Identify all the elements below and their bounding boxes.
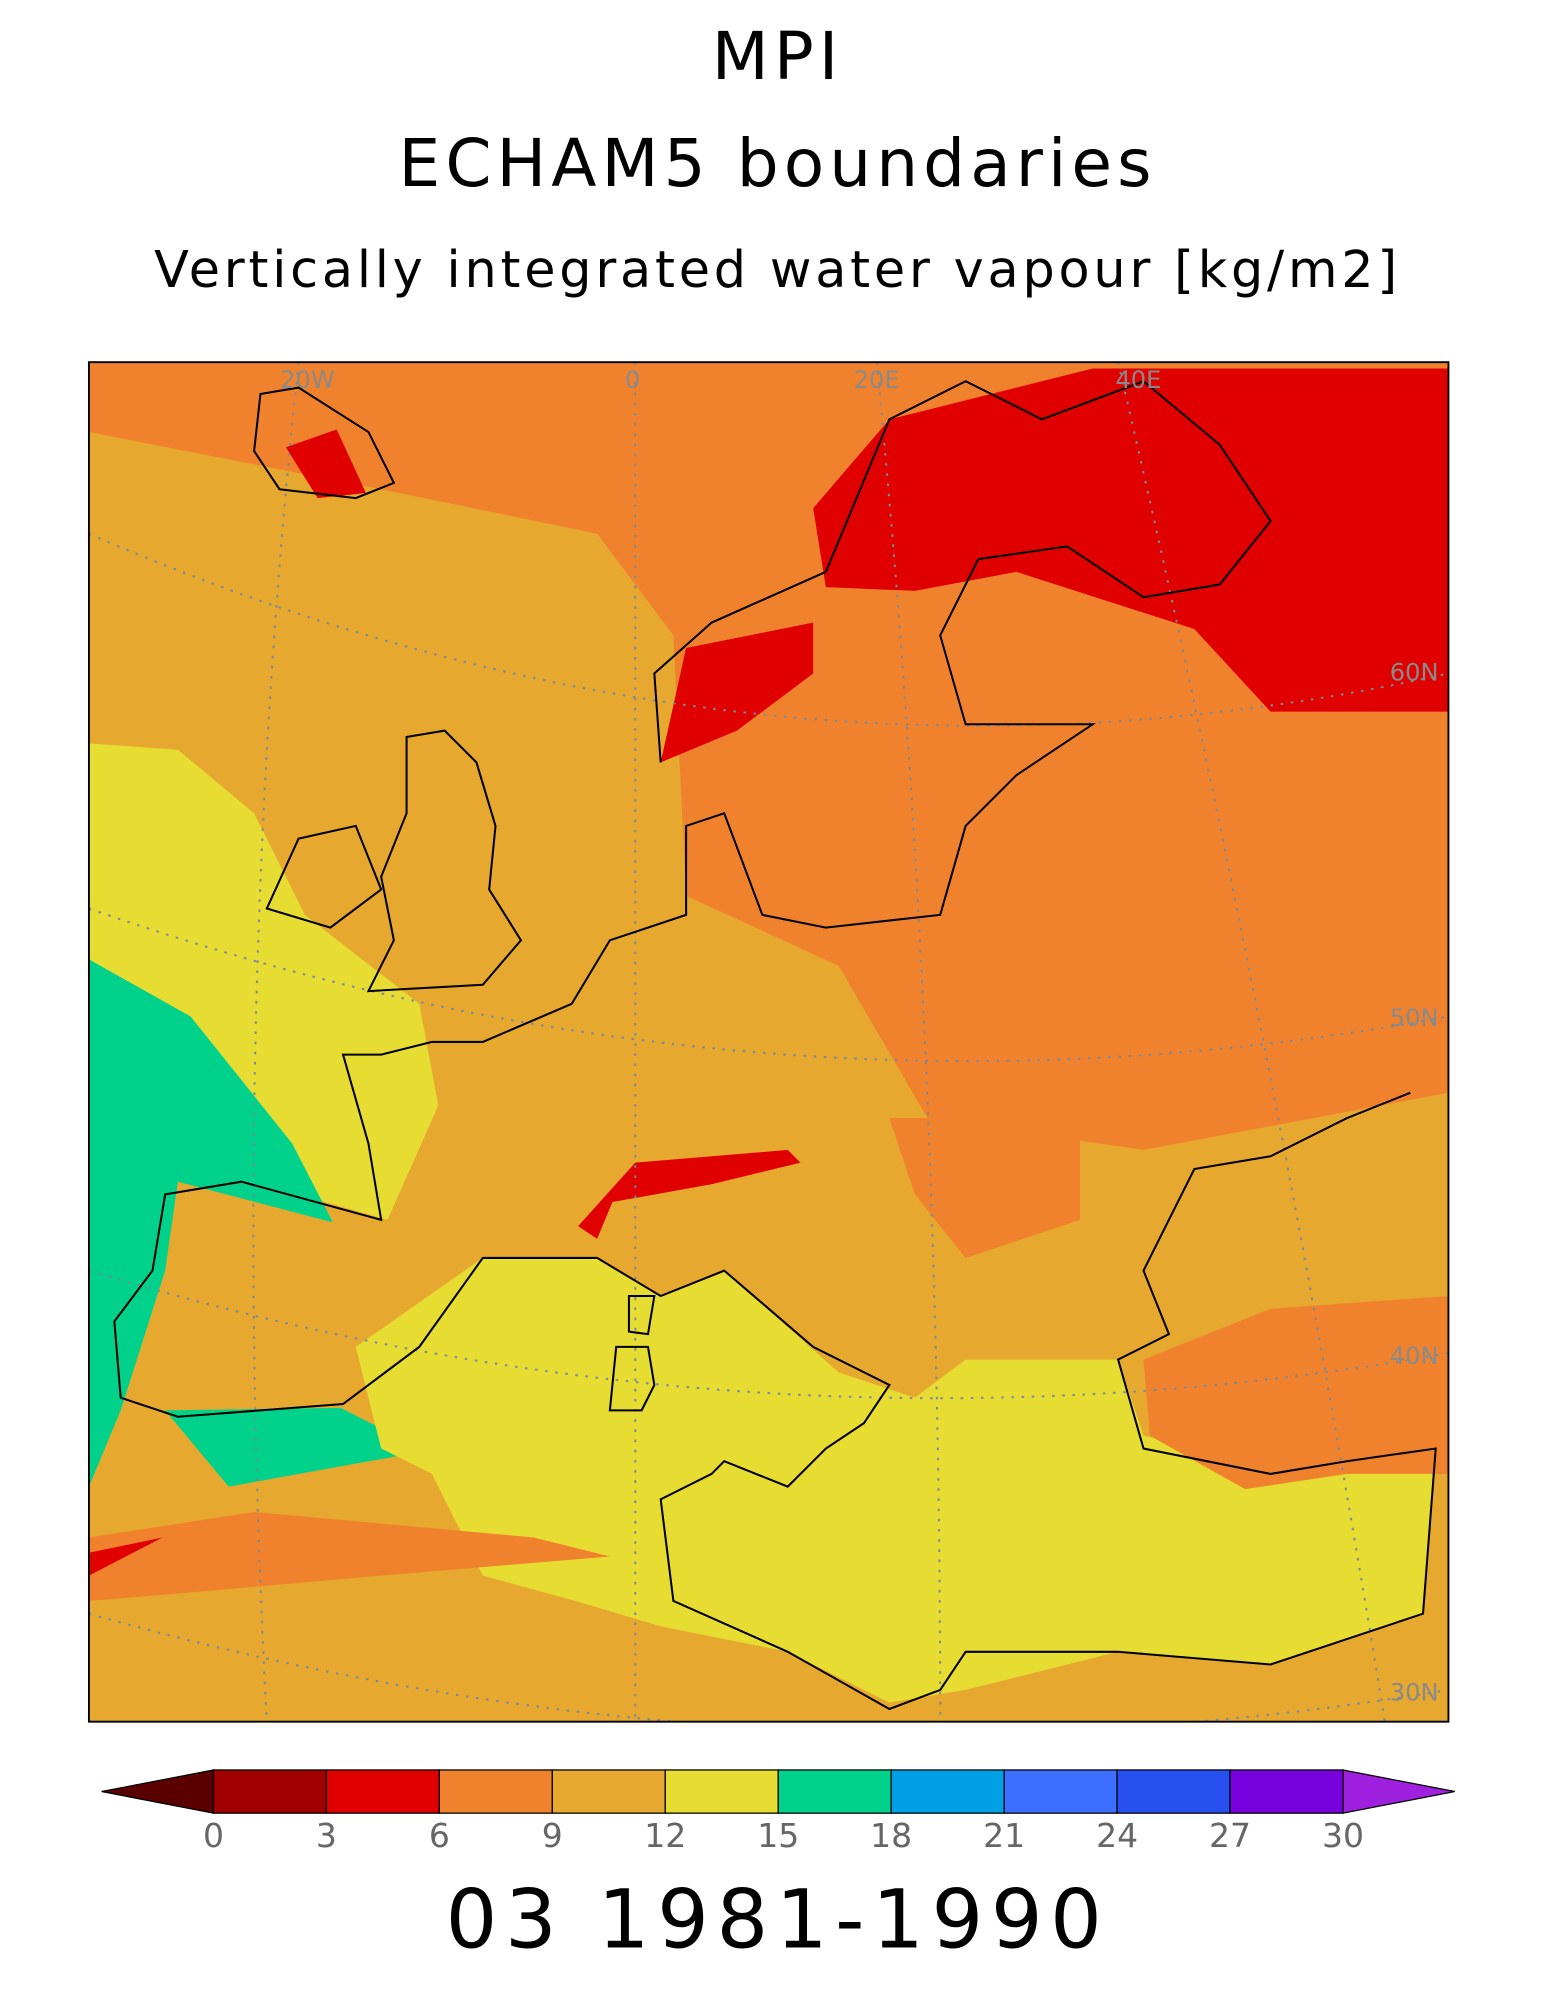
- colorbar-tick-label: 21: [983, 1816, 1025, 1855]
- grid-label: 0: [625, 366, 640, 394]
- colorbar-swatch: [212, 1769, 328, 1814]
- field-region: [88, 1512, 610, 1601]
- coastline: [113, 380, 1437, 1711]
- colorbar-swatch: [777, 1769, 892, 1814]
- colorbar-tick-label: 3: [316, 1816, 337, 1855]
- colorbar-tick-label: 9: [542, 1816, 563, 1855]
- field-region: [165, 1407, 426, 1487]
- colorbar-tick-label: 12: [644, 1816, 686, 1855]
- field-region: [578, 1149, 801, 1239]
- coastline: [253, 386, 396, 500]
- colorbar-swatch: [325, 1769, 440, 1814]
- grid-label: 30N: [1390, 1679, 1439, 1707]
- title: MPI: [712, 18, 844, 95]
- coastline: [265, 824, 383, 929]
- colorbar-swatch: [1229, 1769, 1344, 1814]
- colorbar-swatch: [438, 1769, 553, 1814]
- colorbar-swatch: [890, 1769, 1005, 1814]
- field-region: [88, 743, 439, 1220]
- colorbar-tick-label: 30: [1322, 1816, 1364, 1855]
- colorbar-extension-high: [1342, 1769, 1455, 1814]
- field-region: [660, 622, 814, 763]
- grid-label: 20W: [280, 366, 335, 394]
- grid-label: 40E: [1115, 366, 1161, 394]
- field-region: [88, 959, 333, 1487]
- colorbar-swatch: [664, 1769, 779, 1814]
- colorbar: 0 3 6 9 12 15 18 21 24 27 30: [101, 1769, 1455, 1855]
- field-region: [355, 1257, 1436, 1703]
- grid-label: 20E: [854, 366, 900, 394]
- coastline: [627, 1295, 656, 1336]
- colorbar-tick-label: 18: [870, 1816, 912, 1855]
- map-frame: [87, 361, 1450, 1723]
- colorbar-tick-label: 0: [203, 1816, 224, 1855]
- colorbar-tick-label: 27: [1209, 1816, 1251, 1855]
- colorbar-swatch: [1116, 1769, 1231, 1814]
- coastline: [608, 1345, 656, 1412]
- field-region: [813, 368, 1449, 712]
- grid-label: 60N: [1390, 658, 1439, 686]
- footer: 03 1981-1990: [446, 1873, 1110, 1967]
- grid-label: 50N: [1390, 1004, 1439, 1032]
- variable-label: Vertically integrated water vapour [kg/m…: [154, 240, 1401, 299]
- grid-label: 40N: [1390, 1342, 1439, 1370]
- field-region: [1143, 1296, 1449, 1490]
- parallel: [88, 532, 1449, 1722]
- colorbar-tick-label: 15: [757, 1816, 799, 1855]
- field-region: [889, 1118, 1080, 1258]
- colorbar-tick-label: 24: [1096, 1816, 1138, 1855]
- colorbar-swatch: [551, 1769, 666, 1814]
- colorbar-tick-label: 6: [429, 1816, 450, 1855]
- subtitle: ECHAM5 boundaries: [399, 125, 1157, 202]
- coastline: [366, 729, 523, 993]
- map: [88, 362, 1449, 1722]
- colorbar-swatch: [1003, 1769, 1118, 1814]
- field-region: [285, 429, 366, 499]
- colorbar-extension-low: [101, 1769, 215, 1814]
